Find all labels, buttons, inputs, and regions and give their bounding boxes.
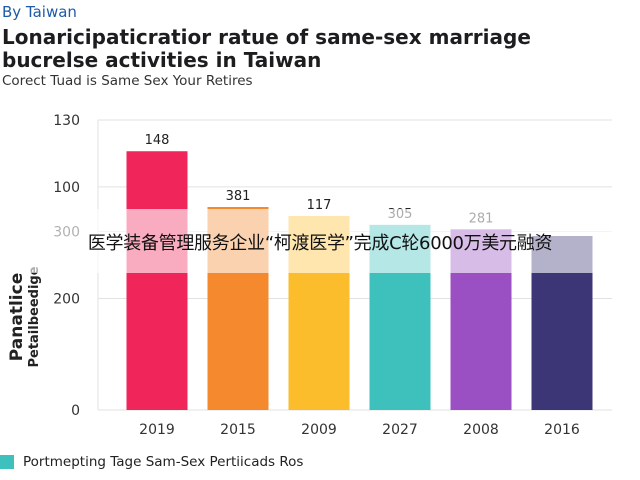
x-tick-label-2009: 2009 [301,422,337,438]
chart-title: Lonaricipaticratior ratue of same-sex ma… [2,25,531,72]
overlay-caption: 医学装备管理服务企业“柯渡医学”完成C轮6000万美元融资 [87,233,553,254]
y-axis-label-line1: Panatlice [7,273,27,361]
y-tick-label: 130 [53,113,80,129]
bars [126,151,593,410]
x-tick-labels: 2019 2015 2009 2027 2008 2016 [139,422,580,438]
y-axis-label-line2: Petailbeedige [27,266,42,367]
y-tick-label: 200 [53,291,80,307]
x-tick-label-2015: 2015 [220,422,256,438]
byline: By Taiwan [2,3,77,21]
y-tick-label: 0 [71,403,80,419]
chart-subtitle: Corect Tuad is Same Sex Your Retires [2,73,253,89]
bar-chart: 1301003002000 148381117305281 2019201520… [7,113,612,438]
legend-label: Portmepting Tage Sam-Sex Pertiicads Ros [23,454,304,470]
x-tick-label-2019: 2019 [139,422,175,438]
data-label-2019: 148 [145,133,170,148]
x-tick-label-2027: 2027 [382,422,418,438]
x-tick-label-2008: 2008 [463,422,499,438]
caption-overlay [0,209,640,273]
legend-swatch [0,455,14,469]
legend: Portmepting Tage Sam-Sex Pertiicads Ros [0,454,303,470]
bar-2019 [126,151,188,410]
data-label-2015: 381 [226,189,251,204]
x-tick-label-2016: 2016 [544,422,580,438]
y-tick-label: 100 [53,180,80,196]
